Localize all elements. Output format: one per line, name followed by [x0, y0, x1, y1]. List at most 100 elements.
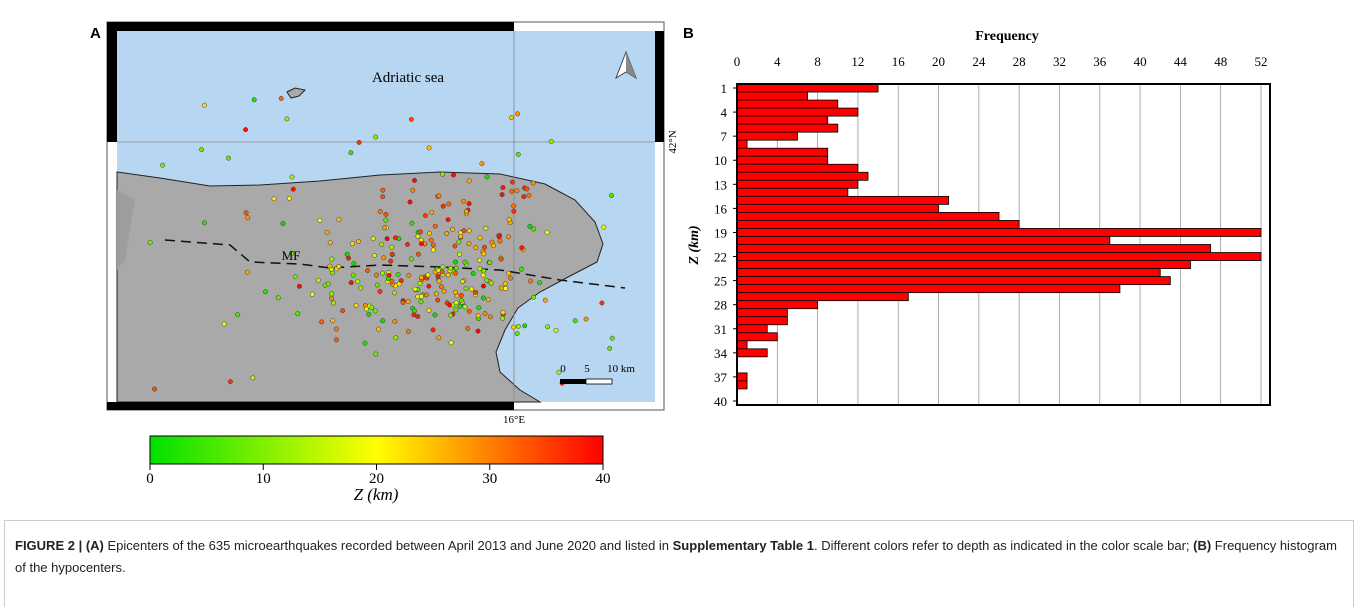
epicenter: [285, 117, 289, 121]
epicenter: [413, 287, 417, 291]
epicenter: [412, 313, 416, 317]
epicenter: [485, 278, 489, 282]
epicenter: [531, 295, 535, 299]
y-tick-label: 13: [714, 177, 727, 192]
epicenter: [461, 199, 465, 203]
x-tick-label: 0: [734, 54, 741, 69]
colorbar-tick-label: 20: [369, 471, 384, 487]
epicenter: [509, 115, 513, 119]
epicenter: [467, 229, 471, 233]
epicenter: [501, 185, 505, 189]
epicenter: [385, 237, 389, 241]
epicenter: [393, 236, 397, 240]
x-tick-label: 28: [1013, 54, 1026, 69]
bar: [737, 236, 1110, 244]
epicenter: [474, 245, 478, 249]
lon-label: 16°E: [503, 414, 525, 426]
y-tick-label: 22: [714, 250, 727, 265]
epicenter: [386, 277, 390, 281]
epicenter: [334, 338, 338, 342]
epicenter: [389, 259, 393, 263]
epicenter: [478, 236, 482, 240]
epicenter: [515, 189, 519, 193]
epicenter: [416, 252, 420, 256]
epicenter: [352, 261, 356, 265]
epicenter: [382, 226, 386, 230]
epicenter: [457, 240, 461, 244]
epicenter: [371, 236, 375, 240]
x-tick-label: 36: [1093, 54, 1107, 69]
epicenter: [516, 152, 520, 156]
epicenter: [464, 209, 468, 213]
epicenter: [252, 98, 256, 102]
epicenter: [508, 276, 512, 280]
epicenter: [610, 336, 614, 340]
x-tick-label: 44: [1174, 54, 1188, 69]
x-tick-label: 48: [1214, 54, 1227, 69]
epicenter: [449, 341, 453, 345]
epicenter: [436, 268, 440, 272]
epicenter: [372, 253, 376, 257]
epicenter: [448, 266, 452, 270]
epicenter: [600, 301, 604, 305]
epicenter: [549, 139, 553, 143]
bar: [737, 204, 939, 212]
bar: [737, 228, 1261, 236]
epicenter: [453, 244, 457, 248]
x-tick-label: 40: [1134, 54, 1147, 69]
epicenter: [512, 209, 516, 213]
scale-bar: [560, 379, 586, 384]
bar: [737, 132, 797, 140]
bar: [737, 196, 949, 204]
epicenter: [453, 290, 457, 294]
bar: [737, 309, 787, 317]
epicenter: [458, 304, 462, 308]
bar: [737, 148, 828, 156]
caption-text: . Different colors refer to depth as ind…: [814, 538, 1193, 553]
epicenter: [440, 172, 444, 176]
epicenter: [394, 336, 398, 340]
epicenter: [419, 300, 423, 304]
bar: [737, 84, 878, 92]
epicenter: [516, 324, 520, 328]
epicenter: [477, 306, 481, 310]
epicenter: [281, 221, 285, 225]
epicenter: [469, 287, 473, 291]
epicenter: [454, 301, 458, 305]
epicenter: [381, 256, 385, 260]
epicenter: [445, 231, 449, 235]
epicenter: [378, 209, 382, 213]
epicenter: [331, 319, 335, 323]
epicenter: [442, 289, 446, 293]
y-tick-label: 34: [714, 346, 728, 361]
epicenter: [482, 269, 486, 273]
epicenter: [480, 161, 484, 165]
epicenter: [459, 298, 463, 302]
epicenter: [228, 379, 232, 383]
epicenter: [326, 282, 330, 286]
y-tick-label: 31: [714, 322, 727, 337]
epicenter: [446, 218, 450, 222]
epicenter: [384, 212, 388, 216]
x-tick-label: 52: [1255, 54, 1268, 69]
y-tick-label: 10: [714, 153, 727, 168]
epicenter: [431, 248, 435, 252]
epicenter: [523, 324, 527, 328]
bar: [737, 92, 808, 100]
epicenter: [532, 227, 536, 231]
epicenter: [483, 311, 487, 315]
epicenter: [602, 225, 606, 229]
panel-label: A: [90, 25, 101, 42]
epicenter: [476, 329, 480, 333]
border-bar: [655, 31, 664, 142]
bar: [737, 301, 818, 309]
colorbar-tick-label: 10: [256, 471, 271, 487]
epicenter: [351, 273, 355, 277]
epicenter: [296, 312, 300, 316]
epicenter: [370, 305, 374, 309]
page: A B Adriatic sea MF 42°N 16°E 0 5 10 km …: [0, 0, 1358, 520]
bar: [737, 325, 767, 333]
epicenter: [405, 242, 409, 246]
epicenter: [412, 178, 416, 182]
bar: [737, 180, 858, 188]
